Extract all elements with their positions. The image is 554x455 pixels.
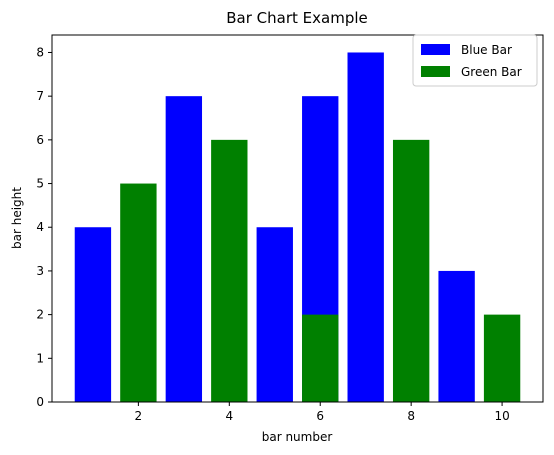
bar-green-10 [483,314,521,402]
x-axis-ticks: 2 4 6 8 10 [135,402,510,423]
plot-frame [51,34,544,403]
y-tick-label: 0 [36,395,44,409]
bar-green-2 [120,183,157,402]
y-axis-label: bar height [10,187,24,249]
y-axis-ticks: 0 1 2 3 4 5 6 7 8 [36,45,52,409]
bar-green-6 [302,314,339,402]
y-tick-label: 2 [36,308,44,322]
x-tick-label: 4 [225,409,233,423]
bar-blue-3 [165,96,203,403]
bar-green-8 [392,139,430,402]
legend-label-blue: Blue Bar [461,43,512,57]
bar-blue-5 [256,227,293,402]
x-tick-label: 2 [135,409,143,423]
y-tick-label: 3 [36,264,44,278]
y-tick-label: 4 [36,220,44,234]
x-axis-label: bar number [262,430,333,444]
chart-title: Bar Chart Example [226,9,367,27]
legend-label-green: Green Bar [461,65,522,79]
plot-area: 2 4 6 8 10 0 1 2 3 4 5 6 7 8 [36,34,544,423]
legend-swatch-blue [421,44,450,55]
y-tick-label: 8 [36,45,44,59]
bar-blue-7 [347,52,384,402]
bar-blue-9 [438,270,475,402]
y-tick-label: 1 [36,351,44,365]
x-tick-label: 10 [494,409,509,423]
bar-blue-1 [74,227,112,402]
bars-group [74,52,521,403]
x-tick-label: 8 [407,409,415,423]
y-tick-label: 6 [36,133,44,147]
x-tick-label: 6 [316,409,324,423]
y-tick-label: 5 [36,177,44,191]
legend: Blue Bar Green Bar [412,34,538,87]
legend-swatch-green [421,66,450,77]
bar-green-4 [211,139,248,402]
y-tick-label: 7 [36,89,44,103]
